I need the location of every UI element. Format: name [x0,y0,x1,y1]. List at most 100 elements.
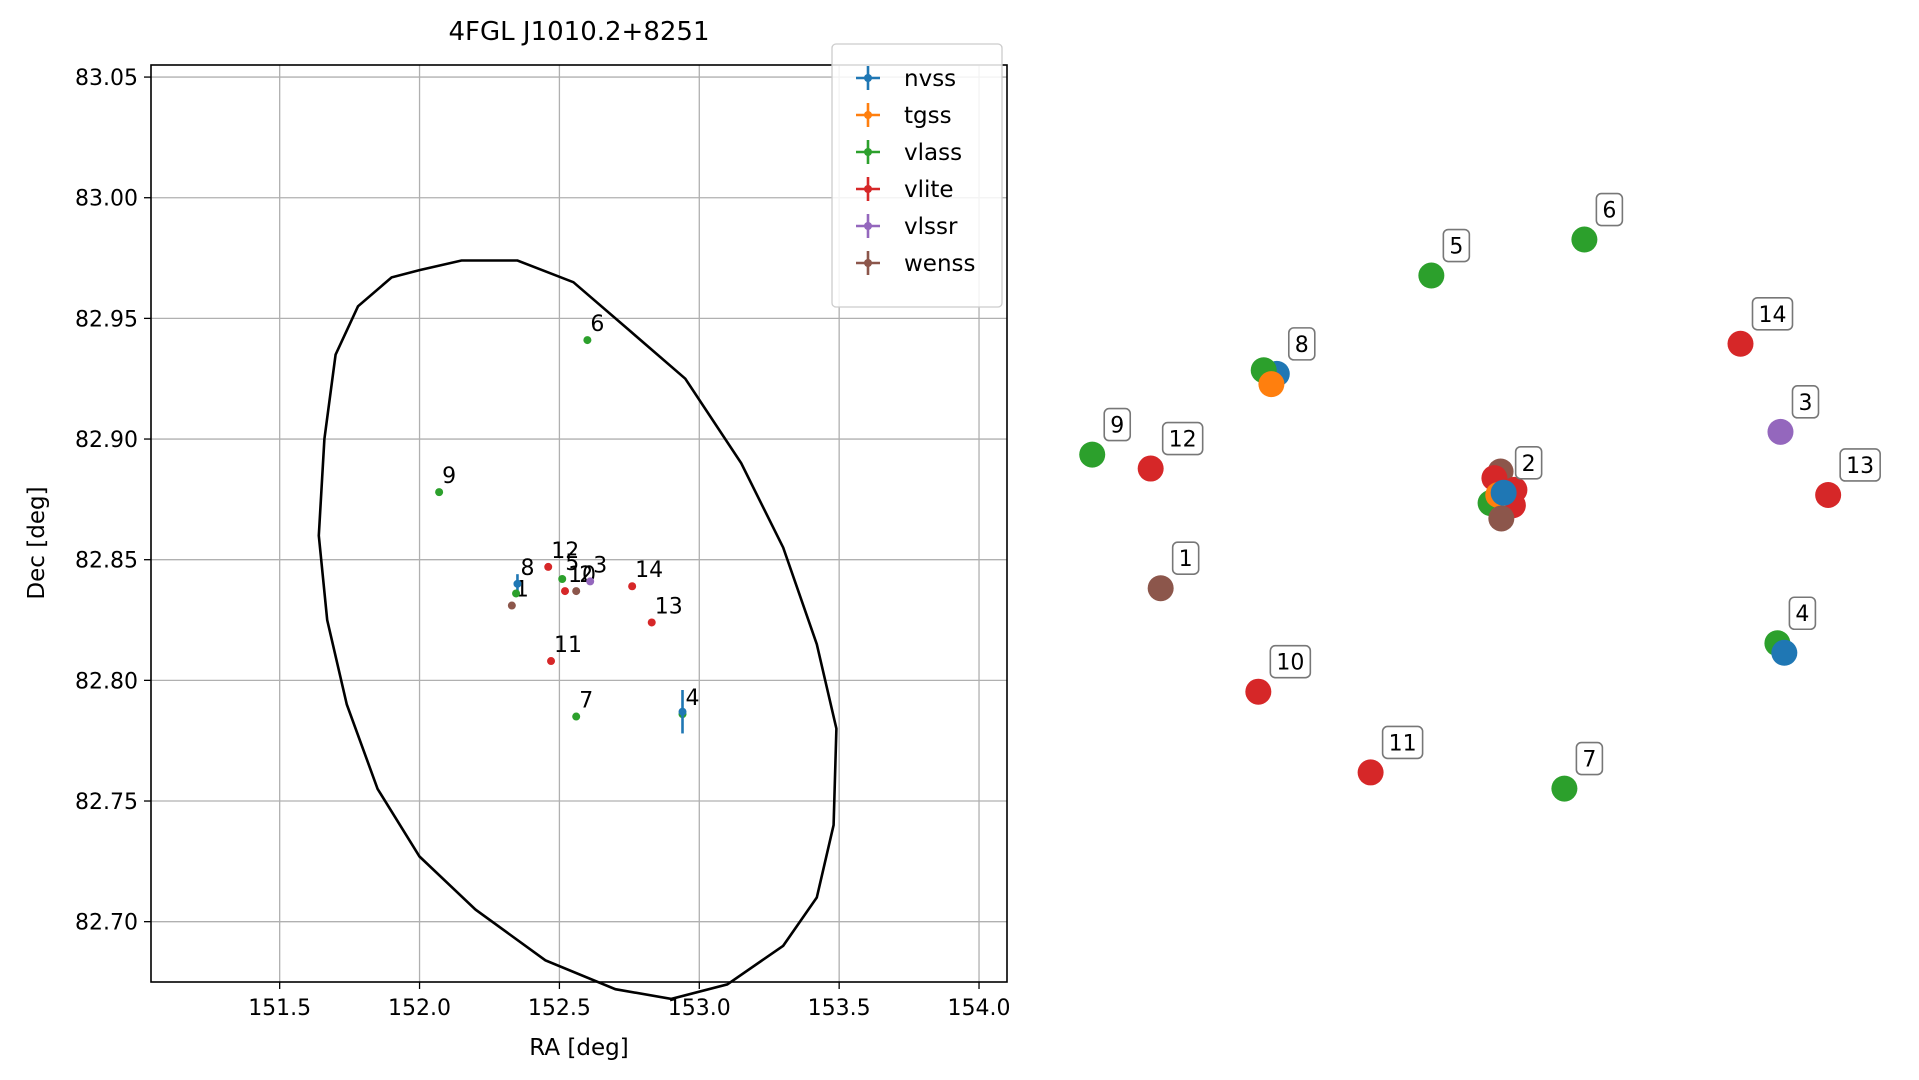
overlay-source-point [1357,759,1384,786]
x-axis-label: RA [deg] [529,1035,628,1061]
source-label: 11 [554,633,582,658]
overlay-label-box [1442,228,1471,263]
legend-marker [864,259,872,267]
overlay-source-label: 1 [1179,547,1193,572]
x-tick-label: 152.0 [388,996,451,1021]
overlay-label-box [1791,385,1820,419]
source-point [558,575,567,584]
x-tick-label: 153.0 [668,996,731,1021]
source-label: 12 [551,539,579,564]
y-tick-label: 82.75 [75,790,138,815]
source-label: 9 [442,464,456,489]
source-point [678,707,687,716]
x-tick-label: 152.5 [528,996,591,1021]
legend-marker [864,74,872,82]
overlay-label-box [1381,725,1424,760]
overlay-label-box [1575,741,1604,776]
source-point [547,657,556,666]
overlay-source-label: 9 [1110,414,1124,439]
x-tick-label: 153.5 [808,996,871,1021]
source-point [512,589,521,598]
overlay-label-box [1171,541,1200,575]
legend-marker [864,111,872,119]
overlay-source-label: 14 [1758,303,1786,328]
overlay-source-label: 12 [1169,428,1197,453]
overlay-label-box [1788,596,1817,631]
source-label: 6 [590,312,604,337]
overlay-source-point [1147,575,1174,602]
x-tick-label: 151.5 [248,996,311,1021]
source-point [586,577,595,586]
source-point [561,587,570,596]
legend-marker [864,148,872,156]
y-axis-label: Dec [deg] [24,486,50,599]
overlay-source-label: 3 [1798,391,1812,416]
source-point [647,618,656,627]
overlay-label-box [1287,327,1316,361]
overlay-label-box [1839,448,1881,482]
overlay-source-point [1488,505,1515,532]
overlay-source-label: 5 [1449,235,1463,260]
legend-label: vlite [904,177,954,203]
source-label: 5 [565,551,579,576]
legend: nvss tgss vlass vlite vlssr wenss [831,43,1003,308]
legend-label: wenss [904,251,976,277]
source-label: 4 [686,686,700,711]
overlay-source-label: 10 [1276,651,1304,676]
overlay-source-point [1771,639,1798,666]
overlay-source-point [1079,441,1106,468]
overlay-source-point [1490,479,1517,506]
y-tick-label: 83.00 [75,187,138,212]
legend-label: vlass [904,140,962,166]
source-point [507,601,516,610]
overlay-source-point [1137,455,1164,482]
axes: 151.5 152.0 152.5 153.0 153.5 154.0 82.70 82.75… [75,64,1011,1021]
source-label: 13 [655,594,683,619]
overlay-source-label: 8 [1295,333,1309,358]
y-tick-label: 82.85 [75,549,138,574]
overlay-label-box [1269,644,1312,679]
overlay-label-box [1595,192,1624,227]
plot-frame [150,64,1008,983]
source-point [544,562,553,571]
overlay-source-point [1418,262,1445,289]
legend-marker [864,222,872,230]
overlay-source-point [1245,678,1272,705]
legend-label: tgss [904,103,952,129]
source-point [435,488,444,497]
source-label: 14 [635,558,663,583]
x-tick-label: 154.0 [948,996,1011,1021]
legend-label: vlssr [904,214,958,240]
chart-title: 4FGL J1010.2+8251 [449,17,710,47]
overlay-label-box [1103,407,1132,442]
source-point [583,336,592,345]
source-point [572,587,581,596]
overlay-source-point [1767,418,1794,445]
source-label: 7 [579,689,593,714]
source-label: 8 [520,556,534,581]
legend-marker [864,185,872,193]
legend-box [831,43,1003,308]
localization-ellipse-path [317,259,838,1001]
overlay-source-point [1258,371,1285,398]
y-tick-label: 83.05 [75,66,138,91]
overlay-label-box [1751,296,1794,331]
source-point [513,579,522,588]
overlay-source-label: 4 [1795,602,1809,627]
overlay-source-point [1727,330,1754,357]
overlay-source-label: 11 [1389,731,1417,756]
source-point [572,712,581,721]
y-tick-label: 82.80 [75,669,138,694]
overlay-label-box [1161,421,1204,456]
y-tick-label: 82.70 [75,911,138,936]
overlay-source-label: 6 [1602,199,1616,224]
legend-label: nvss [904,66,956,92]
overlay-source-point [1815,481,1842,508]
overlay-source-point [1551,775,1578,802]
overlay-source-label: 7 [1582,748,1596,773]
source-label: 3 [593,553,607,578]
